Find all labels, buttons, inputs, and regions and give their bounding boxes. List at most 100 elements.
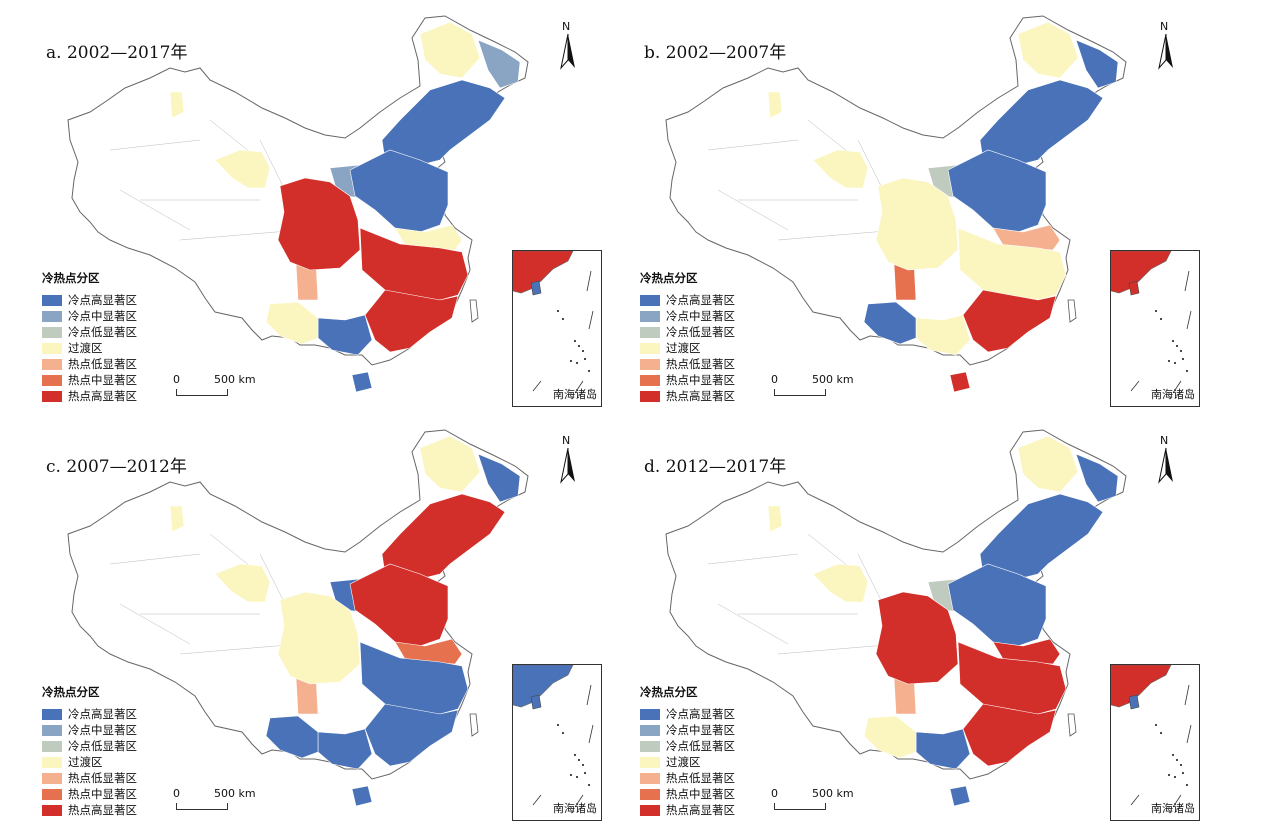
region-hainan	[351, 785, 373, 807]
legend-item: 冷点高显著区	[640, 706, 735, 722]
south-china-sea-inset: 南海诸岛	[1110, 664, 1200, 821]
north-label: N	[562, 20, 571, 33]
legend-swatch	[42, 390, 62, 402]
legend-label: 冷点低显著区	[666, 325, 735, 339]
legend-swatch	[640, 326, 660, 338]
legend-label: 热点高显著区	[666, 803, 735, 817]
north-label: N	[1160, 20, 1169, 33]
panel-title: c. 2007—2012年	[46, 457, 187, 477]
legend-swatch	[640, 342, 660, 354]
taiwan-island	[469, 299, 479, 323]
region-heilongjiang-north	[1017, 21, 1079, 79]
legend-swatch	[640, 804, 660, 816]
region-sichuan	[875, 177, 959, 271]
taiwan-island	[469, 713, 479, 737]
region-guangxi	[915, 314, 971, 356]
legend-swatch	[640, 708, 660, 720]
legend-label: 冷点高显著区	[666, 293, 735, 307]
south-china-sea-inset: 南海诸岛	[512, 664, 602, 821]
region-north-china	[947, 149, 1047, 233]
north-arrow-icon: N	[1153, 20, 1179, 72]
scale-zero-label: 0	[771, 373, 778, 386]
legend-item: 冷点中显著区	[42, 308, 137, 324]
legend-item: 冷点高显著区	[42, 292, 137, 308]
legend-swatch	[42, 772, 62, 784]
legend-swatch	[640, 740, 660, 752]
legend-swatch	[42, 294, 62, 306]
region-gansu-qinghai	[214, 149, 271, 189]
legend-item: 热点低显著区	[640, 770, 735, 786]
legend-swatch	[640, 294, 660, 306]
inset-label: 南海诸岛	[1151, 802, 1195, 815]
legend-label: 冷点高显著区	[68, 293, 137, 307]
scale-line	[176, 803, 228, 810]
legend-item: 冷点低显著区	[640, 324, 735, 340]
inset-label: 南海诸岛	[553, 388, 597, 401]
region-southeast	[962, 703, 1057, 767]
legend-swatch	[42, 310, 62, 322]
legend-item: 过渡区	[42, 340, 137, 356]
legend-label: 冷点中显著区	[666, 309, 735, 323]
legend-label: 过渡区	[666, 341, 701, 355]
legend-swatch	[42, 374, 62, 386]
legend: 冷热点分区 冷点高显著区 冷点中显著区 冷点低显著区 过渡区 热点低显著区 热点中显著区 热点…	[42, 684, 137, 818]
legend-title: 冷热点分区	[640, 685, 698, 699]
scale-zero-label: 0	[173, 787, 180, 800]
region-xinjiang-spot	[169, 91, 185, 119]
region-northeast-east	[477, 453, 521, 503]
region-central-east	[359, 641, 469, 715]
region-southeast	[364, 289, 459, 353]
legend-item: 热点高显著区	[640, 802, 735, 818]
region-guangxi	[915, 728, 971, 770]
region-xinjiang-spot	[169, 505, 185, 533]
legend: 冷热点分区 冷点高显著区 冷点中显著区 冷点低显著区 过渡区 热点低显著区 热点中显著区 热点…	[640, 270, 735, 404]
legend-item: 热点中显著区	[42, 372, 137, 388]
legend-item: 过渡区	[640, 754, 735, 770]
inset-label: 南海诸岛	[553, 802, 597, 815]
region-yunnan	[265, 301, 319, 345]
legend-item: 冷点低显著区	[42, 738, 137, 754]
legend-swatch	[42, 804, 62, 816]
legend-label: 热点低显著区	[666, 771, 735, 785]
region-northeast-east	[477, 39, 521, 89]
region-southeast	[364, 703, 459, 767]
legend-swatch	[42, 724, 62, 736]
region-northeast-east	[1075, 39, 1119, 89]
scale-line	[774, 803, 826, 810]
legend-swatch	[640, 358, 660, 370]
legend-label: 冷点中显著区	[68, 309, 137, 323]
legend-label: 热点低显著区	[68, 357, 137, 371]
legend-label: 过渡区	[68, 755, 103, 769]
legend-label: 冷点高显著区	[666, 707, 735, 721]
region-north-china	[947, 563, 1047, 647]
taiwan-island	[1067, 713, 1077, 737]
region-central-east	[359, 227, 469, 301]
north-arrow-icon: N	[1153, 434, 1179, 486]
legend-swatch	[42, 326, 62, 338]
map-panel-c: c. 2007—2012年 N 冷热点分区 冷点高显著区 冷点中显著区 冷点低显著区 过渡区…	[0, 414, 602, 821]
region-gansu-qinghai	[812, 563, 869, 603]
region-sichuan	[277, 591, 361, 685]
region-yunnan	[863, 715, 917, 759]
region-southeast	[962, 289, 1057, 353]
legend: 冷热点分区 冷点高显著区 冷点中显著区 冷点低显著区 过渡区 热点低显著区 热点中显著区 热点…	[640, 684, 735, 818]
north-label: N	[1160, 434, 1169, 447]
region-guangxi	[317, 314, 373, 356]
region-heilongjiang-north	[419, 21, 481, 79]
scale-line	[176, 389, 228, 396]
legend-label: 热点中显著区	[666, 787, 735, 801]
region-north-china	[349, 149, 449, 233]
legend-label: 冷点中显著区	[666, 723, 735, 737]
region-central-east	[957, 227, 1067, 301]
china-map	[665, 15, 1127, 393]
legend-swatch	[640, 390, 660, 402]
north-arrow-icon: N	[555, 20, 581, 72]
legend-item: 冷点低显著区	[42, 324, 137, 340]
legend-label: 热点高显著区	[666, 389, 735, 403]
legend-swatch	[42, 708, 62, 720]
region-sichuan	[277, 177, 361, 271]
map-panel-a: a. 2002—2017年 N 冷热点分区 冷点高显著区 冷点中显著区 冷点低显著区 过渡区…	[0, 0, 602, 407]
region-yunnan	[863, 301, 917, 345]
scale-zero-label: 0	[173, 373, 180, 386]
legend-title: 冷热点分区	[42, 685, 100, 699]
